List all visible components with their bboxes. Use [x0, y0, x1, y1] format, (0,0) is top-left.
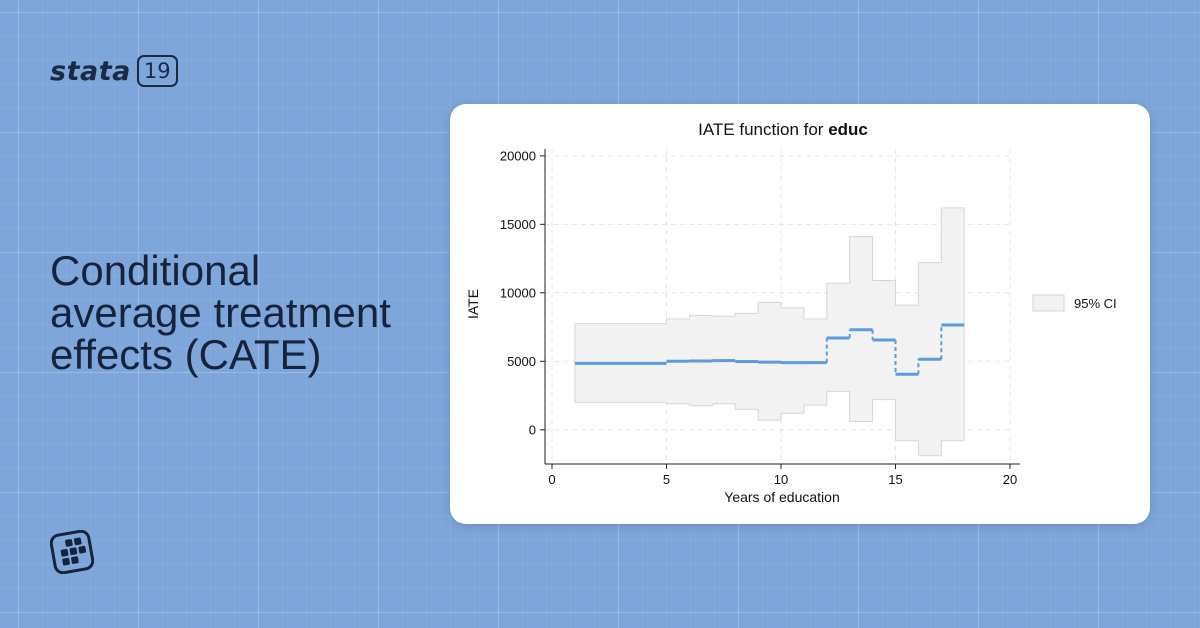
headline-line-1: Conditional	[50, 247, 261, 294]
ci-band	[574, 207, 965, 457]
chart-title: IATE function for educ	[698, 120, 868, 139]
legend-swatch	[1032, 294, 1065, 312]
y-tick-label: 20000	[500, 148, 536, 163]
x-tick-label: 0	[548, 472, 555, 487]
legend-label: 95% CI	[1074, 296, 1117, 311]
x-axis-label: Years of education	[724, 489, 839, 505]
headline-line-2: average treatment	[50, 289, 391, 336]
chart-title-bold: educ	[828, 120, 868, 139]
x-tick-label: 5	[663, 472, 670, 487]
stata-logo: stata 19	[50, 54, 178, 88]
chart-title-prefix: IATE function for	[698, 120, 828, 139]
y-axis-label: IATE	[465, 289, 481, 319]
chart-card: 0 5 10 15 20 0 5000 10000 15000 20000 IATE functi…	[450, 104, 1150, 524]
brand-wordmark: stata	[50, 55, 131, 87]
brand-version-badge: 19	[136, 55, 178, 87]
headline-line-3: effects (CATE)	[50, 331, 322, 378]
y-tick-label: 10000	[500, 285, 536, 300]
x-tick-label: 20	[1003, 472, 1017, 487]
y-tick-label: 5000	[507, 354, 536, 369]
iate-chart: 0 5 10 15 20 0 5000 10000 15000 20000 IATE functi…	[465, 120, 1117, 505]
x-tick-label: 10	[774, 472, 788, 487]
headline: Conditional average treatment effects (C…	[50, 250, 430, 376]
x-tick-label: 15	[888, 472, 902, 487]
y-tick-label: 0	[529, 422, 536, 437]
stata-app-grid-icon	[50, 530, 94, 574]
y-tick-label: 15000	[500, 217, 536, 232]
